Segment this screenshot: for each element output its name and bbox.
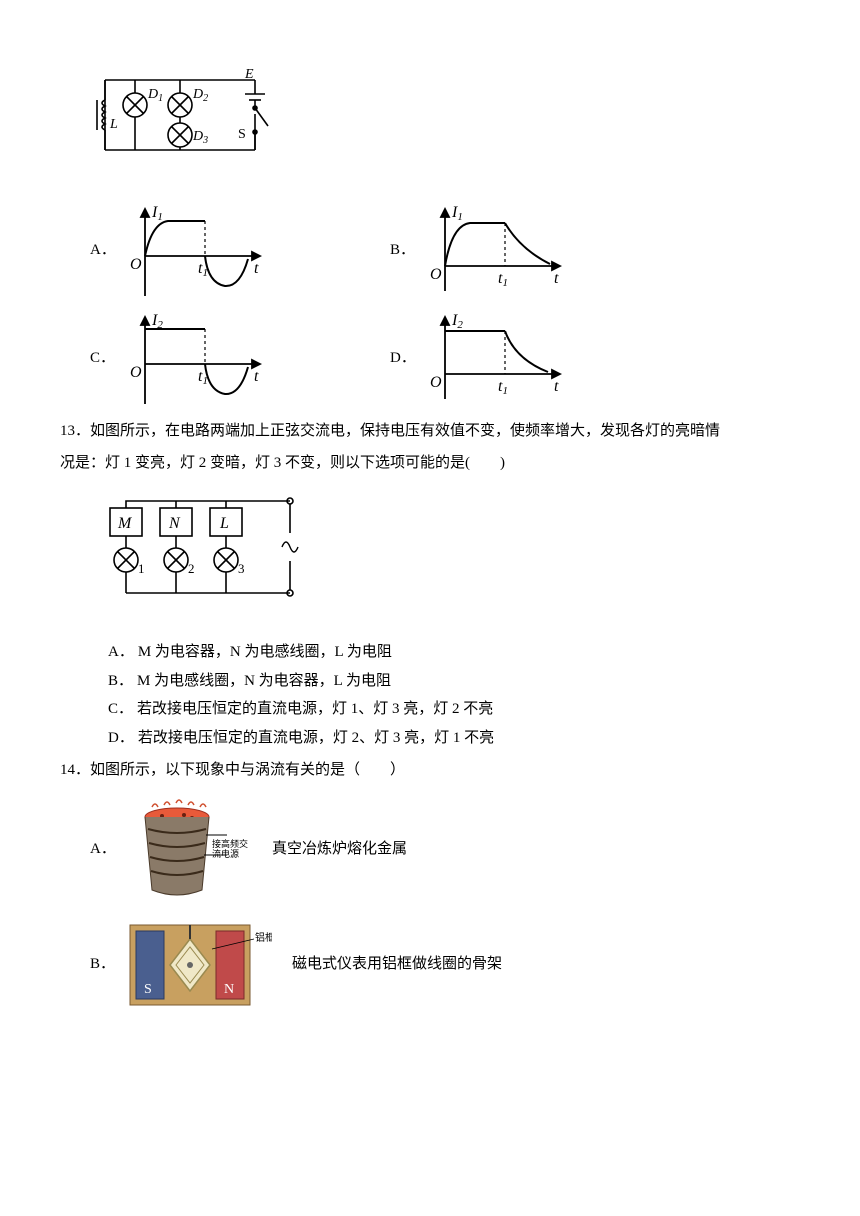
svg-text:M: M bbox=[117, 515, 133, 532]
svg-text:t1: t1 bbox=[498, 270, 508, 289]
svg-text:铝框: 铝框 bbox=[255, 931, 272, 944]
option-D-label: D． bbox=[390, 344, 420, 373]
furnace-icon: 接高频交 流电源 bbox=[122, 795, 252, 905]
svg-text:L: L bbox=[219, 515, 229, 532]
svg-text:O: O bbox=[430, 266, 442, 283]
label-D1: D1 bbox=[147, 87, 163, 104]
graph-row-ab: A． I1 t1 t O B． bbox=[90, 201, 800, 301]
svg-text:O: O bbox=[130, 256, 142, 273]
svg-text:2: 2 bbox=[188, 561, 195, 576]
svg-text:1: 1 bbox=[138, 561, 145, 576]
q14-A-caption: 真空冶炼炉熔化金属 bbox=[272, 835, 407, 864]
svg-text:N: N bbox=[168, 515, 181, 532]
label-E: E bbox=[244, 67, 254, 82]
svg-text:t1: t1 bbox=[498, 378, 508, 397]
q13-line1: 13．如图所示，在电路两端加上正弦交流电，保持电压有效值不变，使频率增大，发现各… bbox=[60, 417, 800, 446]
svg-text:I1: I1 bbox=[451, 204, 463, 223]
q13-line2: 况是：灯 1 变亮，灯 2 变暗，灯 3 不变，则以下选项可能的是( ) bbox=[60, 449, 800, 478]
svg-text:3: 3 bbox=[238, 561, 245, 576]
label-S: S bbox=[238, 127, 246, 142]
q13-circuit: M N L 1 2 3 bbox=[90, 493, 800, 624]
svg-text:I2: I2 bbox=[451, 312, 463, 331]
q13-option-D: D．若改接电压恒定的直流电源，灯 2、灯 3 亮，灯 1 不亮 bbox=[108, 724, 800, 753]
graph-B: I1 t1 t O bbox=[420, 201, 570, 301]
label-L: L bbox=[109, 117, 118, 132]
svg-text:O: O bbox=[430, 374, 442, 391]
q13-option-C: C．若改接电压恒定的直流电源，灯 1、灯 3 亮，灯 2 不亮 bbox=[108, 695, 800, 724]
option-C-label: C． bbox=[90, 344, 120, 373]
graph-row-cd: C． I2 t1 t O D． bbox=[90, 309, 800, 409]
graph-C: I2 t1 t O bbox=[120, 309, 270, 409]
q14-B-caption: 磁电式仪表用铝框做线圈的骨架 bbox=[292, 950, 502, 979]
option-B-label: B． bbox=[390, 236, 420, 265]
svg-text:N: N bbox=[224, 982, 234, 997]
svg-text:t: t bbox=[254, 368, 259, 385]
svg-text:t: t bbox=[554, 270, 559, 287]
circuit-diagram-q12: D1 D2 D3 E L S bbox=[90, 60, 800, 181]
q14-option-B: B． S N 铝框 磁电式仪表用铝框做线圈的骨架 bbox=[90, 915, 800, 1015]
label-D2: D2 bbox=[192, 87, 208, 104]
svg-text:流电源: 流电源 bbox=[212, 848, 239, 859]
q14-line: 14．如图所示，以下现象中与涡流有关的是（ ） bbox=[60, 756, 800, 785]
option-A-label: A． bbox=[90, 236, 120, 265]
q13-option-A: A．M 为电容器，N 为电感线圈，L 为电阻 bbox=[108, 638, 800, 667]
svg-text:t: t bbox=[554, 378, 559, 395]
graph-D: I2 t1 t O bbox=[420, 309, 570, 409]
q14-option-A: A． 接高频交 流电源 真空冶炼炉熔化金属 bbox=[90, 795, 800, 905]
q13-option-B: B．M 为电感线圈，N 为电容器，L 为电阻 bbox=[108, 667, 800, 696]
svg-text:I1: I1 bbox=[151, 204, 163, 223]
svg-text:O: O bbox=[130, 364, 142, 381]
svg-text:t: t bbox=[254, 260, 259, 277]
svg-text:接高频交: 接高频交 bbox=[212, 838, 248, 849]
meter-icon: S N 铝框 bbox=[122, 915, 272, 1015]
svg-text:I2: I2 bbox=[151, 312, 163, 331]
label-D3: D3 bbox=[192, 129, 208, 146]
graph-A: I1 t1 t O bbox=[120, 201, 270, 301]
svg-text:S: S bbox=[144, 982, 152, 997]
